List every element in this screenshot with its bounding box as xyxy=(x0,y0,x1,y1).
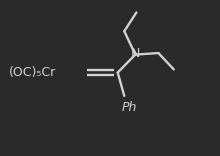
Text: N: N xyxy=(131,47,140,60)
Text: (OC)₅Cr: (OC)₅Cr xyxy=(9,66,56,79)
Text: Ph: Ph xyxy=(122,101,138,114)
